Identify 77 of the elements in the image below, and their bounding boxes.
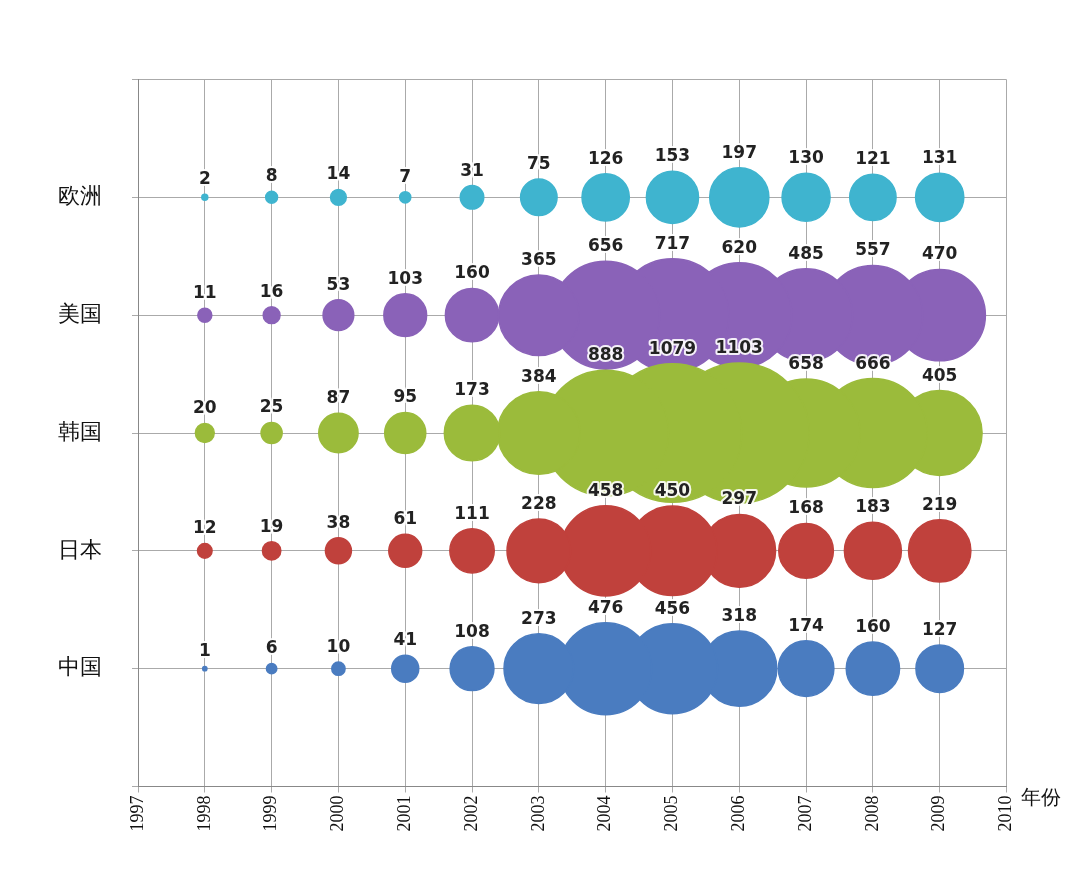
data-label: 620 bbox=[721, 236, 758, 257]
x-tick-label: 2006 bbox=[728, 795, 748, 832]
data-label: 450 bbox=[654, 480, 691, 501]
data-label: 95 bbox=[393, 386, 418, 407]
x-axis-title: 年份 bbox=[1020, 784, 1061, 809]
data-label: 16 bbox=[259, 280, 284, 301]
y-tick-label: 日本 bbox=[58, 536, 102, 562]
data-label: 121 bbox=[855, 148, 891, 169]
data-label: 153 bbox=[654, 145, 691, 166]
x-tick-label: 2008 bbox=[861, 795, 882, 832]
data-label: 1079 bbox=[648, 337, 697, 358]
data-label: 14 bbox=[326, 163, 351, 184]
data-label: 12 bbox=[192, 517, 217, 538]
x-tick-label: 2002 bbox=[460, 795, 481, 832]
x-tick-label: 2005 bbox=[661, 795, 682, 832]
data-label: 405 bbox=[921, 364, 958, 385]
x-tick-label: 1999 bbox=[260, 795, 281, 832]
data-label: 2 bbox=[198, 168, 211, 189]
data-label: 19 bbox=[259, 515, 284, 536]
data-label: 174 bbox=[788, 614, 824, 635]
data-label: 10 bbox=[326, 635, 351, 656]
y-tick-label: 美国 bbox=[58, 300, 102, 326]
data-label: 41 bbox=[393, 629, 418, 650]
data-label: 365 bbox=[521, 248, 557, 269]
data-label: 656 bbox=[587, 235, 624, 256]
y-tick-label: 欧洲 bbox=[58, 183, 102, 209]
data-label: 103 bbox=[387, 267, 423, 288]
data-label: 25 bbox=[259, 396, 284, 417]
data-label: 173 bbox=[454, 379, 490, 400]
data-label: 485 bbox=[788, 242, 824, 263]
data-label: 11 bbox=[192, 282, 217, 303]
data-label: 318 bbox=[721, 605, 758, 625]
x-tick-label: 1998 bbox=[193, 795, 214, 832]
data-label: 470 bbox=[921, 243, 958, 264]
data-label: 6 bbox=[265, 637, 278, 658]
data-label: 1 bbox=[198, 640, 211, 661]
data-label: 87 bbox=[326, 387, 351, 408]
data-label: 456 bbox=[654, 597, 691, 618]
data-label: 31 bbox=[460, 159, 484, 180]
y-tick-label: 中国 bbox=[58, 654, 102, 680]
data-label: 38 bbox=[326, 511, 351, 532]
x-tick-label: 2003 bbox=[527, 795, 548, 832]
x-tick-label: 2001 bbox=[393, 795, 414, 832]
x-tick-label: 2010 bbox=[995, 795, 1016, 832]
data-label: 61 bbox=[393, 508, 418, 529]
data-label: 458 bbox=[587, 479, 624, 500]
data-label: 130 bbox=[788, 147, 824, 168]
data-label: 168 bbox=[788, 497, 824, 518]
data-label: 20 bbox=[192, 397, 217, 418]
data-label: 197 bbox=[721, 141, 758, 162]
x-tick-label: 2000 bbox=[327, 795, 348, 832]
data-label: 7 bbox=[399, 165, 412, 186]
x-tick-label: 2007 bbox=[794, 795, 815, 832]
data-label: 131 bbox=[921, 147, 958, 168]
data-label: 384 bbox=[521, 365, 557, 386]
data-label: 717 bbox=[654, 232, 691, 253]
data-label: 127 bbox=[921, 618, 958, 639]
x-tick-label: 2009 bbox=[928, 795, 949, 832]
x-tick-label: 2004 bbox=[594, 795, 615, 832]
data-label: 108 bbox=[454, 620, 490, 641]
data-label: 8 bbox=[265, 165, 278, 186]
data-label: 183 bbox=[855, 496, 891, 517]
data-label: 557 bbox=[855, 239, 891, 260]
data-label: 53 bbox=[326, 273, 351, 294]
data-label: 228 bbox=[521, 492, 557, 513]
data-label: 476 bbox=[587, 596, 624, 617]
y-tick-label: 韩国 bbox=[58, 418, 102, 444]
data-label: 75 bbox=[527, 153, 551, 173]
data-label: 160 bbox=[454, 262, 490, 283]
data-label: 1103 bbox=[715, 336, 763, 357]
data-label: 111 bbox=[454, 502, 490, 523]
data-label: 160 bbox=[855, 615, 891, 636]
data-label: 888 bbox=[587, 344, 624, 365]
data-label: 219 bbox=[921, 493, 958, 514]
data-label: 126 bbox=[587, 147, 624, 168]
data-label: 273 bbox=[521, 607, 557, 628]
x-tick-label: 1997 bbox=[126, 795, 147, 832]
